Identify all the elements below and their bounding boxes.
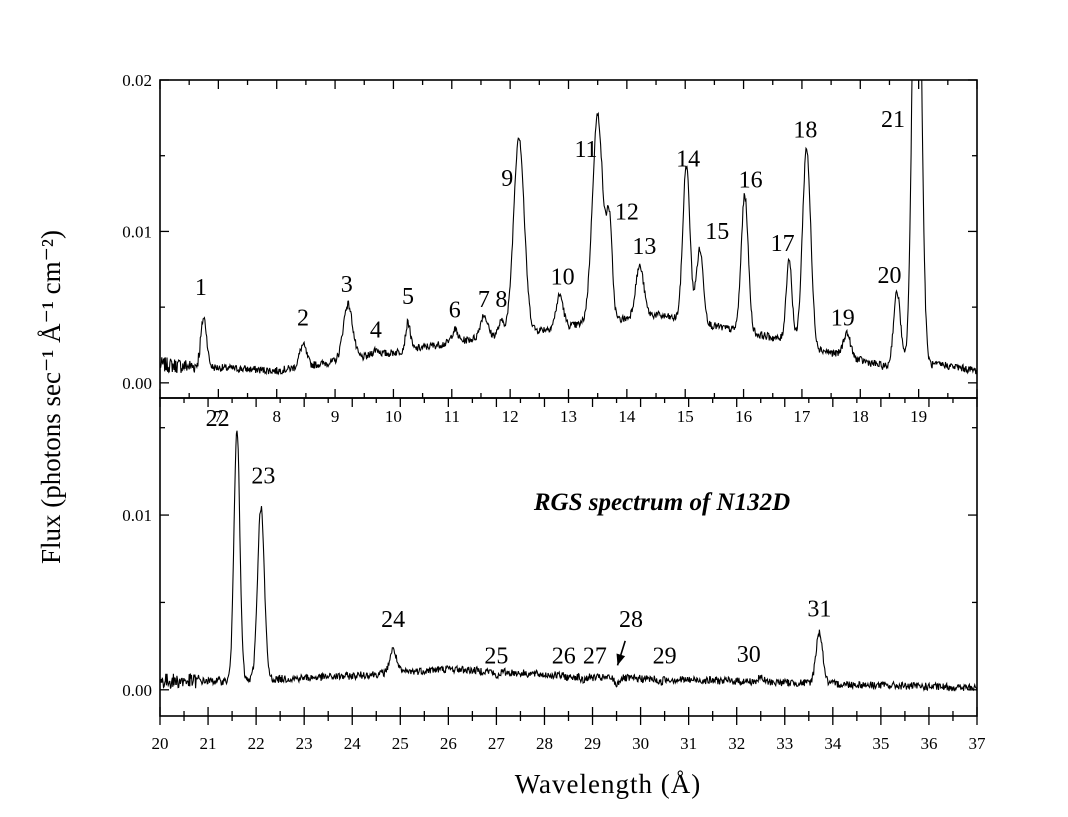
peak-label-30: 30 xyxy=(737,642,761,668)
peak-label-19: 19 xyxy=(831,305,855,331)
top-x-tick-label: 7 xyxy=(214,407,223,426)
peak-label-7: 7 xyxy=(478,287,490,313)
bottom-x-tick-label: 35 xyxy=(872,734,889,753)
bottom-x-tick-label: 34 xyxy=(824,734,842,753)
top-x-tick-label: 9 xyxy=(331,407,340,426)
bottom-x-tick-label: 27 xyxy=(488,734,506,753)
top-x-tick-label: 18 xyxy=(852,407,869,426)
top-y-tick-label: 0.00 xyxy=(122,374,152,393)
peak-label-23: 23 xyxy=(251,464,275,490)
peak-label-10: 10 xyxy=(551,264,575,290)
peak-label-20: 20 xyxy=(877,263,901,289)
top-y-tick-label: 0.02 xyxy=(122,71,152,90)
peak-label-5: 5 xyxy=(402,284,414,310)
bottom-spectrum-line xyxy=(160,430,977,692)
arrow-head-28 xyxy=(616,653,626,666)
bottom-x-tick-label: 21 xyxy=(200,734,217,753)
peak-label-2: 2 xyxy=(297,305,309,331)
bottom-x-tick-label: 30 xyxy=(632,734,649,753)
bottom-x-tick-label: 32 xyxy=(728,734,745,753)
top-x-tick-label: 12 xyxy=(502,407,519,426)
peak-label-17: 17 xyxy=(771,231,795,257)
bottom-x-tick-label: 37 xyxy=(969,734,987,753)
top-x-tick-label: 13 xyxy=(560,407,577,426)
bottom-ticks-group: 20 21 22 23 24 25 26 27 28 29 30 31 32 33 34 35 36 37 0.00… xyxy=(122,397,987,753)
top-x-tick-label: 11 xyxy=(444,407,460,426)
peak-label-24: 24 xyxy=(381,607,405,633)
top-y-tick-label: 0.01 xyxy=(122,222,152,241)
bottom-x-tick-label: 29 xyxy=(584,734,601,753)
bottom-y-tick-label: 0.00 xyxy=(122,681,152,700)
peak-label-14: 14 xyxy=(676,146,700,172)
bottom-y-tick-label: 0.01 xyxy=(122,506,152,525)
bottom-panel: 20 21 22 23 24 25 26 27 28 29 30 31 32 33 34 35 36 37 0.00… xyxy=(122,397,987,753)
x-axis-title: Wavelength (Å) xyxy=(515,769,702,799)
peak-label-27: 27 xyxy=(583,644,607,670)
bottom-x-tick-label: 20 xyxy=(152,734,169,753)
peak-label-12: 12 xyxy=(615,199,639,225)
bottom-x-tick-label: 22 xyxy=(248,734,265,753)
peak-label-26: 26 xyxy=(552,644,576,670)
peak-label-28: 28 xyxy=(619,607,643,633)
peak-label-15: 15 xyxy=(705,219,729,245)
peak-label-16: 16 xyxy=(739,168,763,194)
bottom-spectrum-group xyxy=(160,430,977,692)
top-x-tick-label: 8 xyxy=(272,407,281,426)
spectrum-annotation: RGS spectrum of N132D xyxy=(533,489,790,516)
bottom-peak-labels-group: 22 23 24 25 26 27 28 29 30 31 xyxy=(206,406,832,670)
peak-label-11: 11 xyxy=(574,137,597,163)
peak-label-29: 29 xyxy=(653,644,677,670)
top-frame xyxy=(159,79,978,399)
bottom-x-tick-label: 24 xyxy=(344,734,362,753)
top-x-tick-label: 14 xyxy=(618,407,636,426)
top-x-tick-label: 17 xyxy=(793,407,811,426)
peak-label-1: 1 xyxy=(195,275,207,301)
bottom-x-tick-label: 31 xyxy=(680,734,697,753)
peak-label-4: 4 xyxy=(370,317,382,343)
bottom-x-tick-label: 33 xyxy=(776,734,793,753)
peak-label-18: 18 xyxy=(793,118,817,144)
peak-label-22: 22 xyxy=(206,406,230,432)
peak-label-9: 9 xyxy=(501,166,513,192)
peak-label-13: 13 xyxy=(632,234,656,260)
peak-label-25: 25 xyxy=(484,644,508,670)
bottom-x-tick-label: 28 xyxy=(536,734,553,753)
top-spectrum-group xyxy=(160,80,977,376)
top-x-tick-label: 16 xyxy=(735,407,752,426)
peak-label-8: 8 xyxy=(495,287,507,313)
y-axis-title: Flux (photons sec⁻¹ Å⁻¹ cm⁻²) xyxy=(36,230,66,564)
top-spectrum-line xyxy=(160,80,977,376)
peak-label-3: 3 xyxy=(341,272,353,298)
top-ticks-group: 7 8 9 10 11 12 13 14 15 16 17 18 190.000.010.02 xyxy=(122,71,978,426)
bottom-x-tick-label: 26 xyxy=(440,734,457,753)
bottom-x-tick-label: 36 xyxy=(920,734,937,753)
bottom-x-tick-label: 25 xyxy=(392,734,409,753)
peak-label-31: 31 xyxy=(807,596,831,622)
bottom-x-tick-label: 23 xyxy=(296,734,313,753)
peak-label-6: 6 xyxy=(449,298,461,324)
top-x-tick-label: 15 xyxy=(677,407,694,426)
peak-label-21: 21 xyxy=(881,107,905,133)
top-x-tick-label: 10 xyxy=(385,407,402,426)
top-panel: 7 8 9 10 11 12 13 14 15 16 17 18 190.000.010.02 1234… xyxy=(122,71,978,426)
top-x-tick-label: 19 xyxy=(910,407,927,426)
